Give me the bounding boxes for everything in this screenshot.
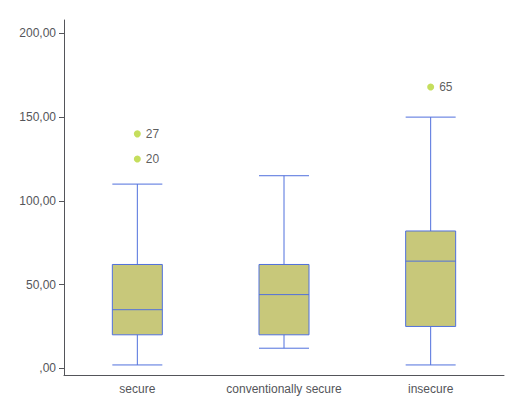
svg-text:100,00: 100,00 [19, 194, 56, 208]
svg-text:150,00: 150,00 [19, 110, 56, 124]
svg-text:insecure: insecure [408, 382, 454, 396]
svg-text:65: 65 [439, 80, 453, 94]
svg-text:secure: secure [119, 382, 155, 396]
svg-text:20: 20 [146, 152, 160, 166]
svg-text:50,00: 50,00 [26, 278, 56, 292]
svg-text:,00: ,00 [39, 361, 56, 375]
svg-text:conventionally secure: conventionally secure [226, 382, 342, 396]
svg-text:27: 27 [146, 127, 160, 141]
svg-text:200,00: 200,00 [19, 26, 56, 40]
